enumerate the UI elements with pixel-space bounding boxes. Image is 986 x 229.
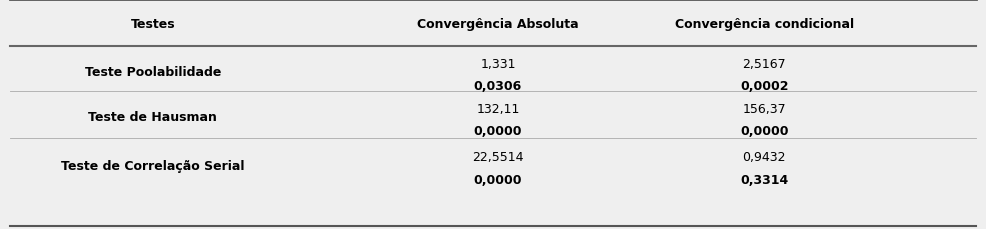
Text: Convergência condicional: Convergência condicional [674,18,854,30]
Text: 0,0002: 0,0002 [740,79,789,92]
Text: 0,0000: 0,0000 [473,173,523,186]
Text: Convergência Absoluta: Convergência Absoluta [417,18,579,30]
Text: 0,0306: 0,0306 [474,79,522,92]
Text: Teste Poolabilidade: Teste Poolabilidade [85,66,221,79]
Text: 0,9432: 0,9432 [742,150,786,163]
Text: 2,5167: 2,5167 [742,58,786,71]
Text: Testes: Testes [130,18,176,30]
Text: 132,11: 132,11 [476,102,520,115]
Text: 156,37: 156,37 [742,102,786,115]
Text: 22,5514: 22,5514 [472,150,524,163]
Text: 0,3314: 0,3314 [740,173,788,186]
Text: 1,331: 1,331 [480,58,516,71]
Text: Teste de Correlação Serial: Teste de Correlação Serial [61,160,245,172]
Text: 0,0000: 0,0000 [473,124,523,137]
Text: Teste de Hausman: Teste de Hausman [89,111,217,124]
Text: 0,0000: 0,0000 [740,124,789,137]
